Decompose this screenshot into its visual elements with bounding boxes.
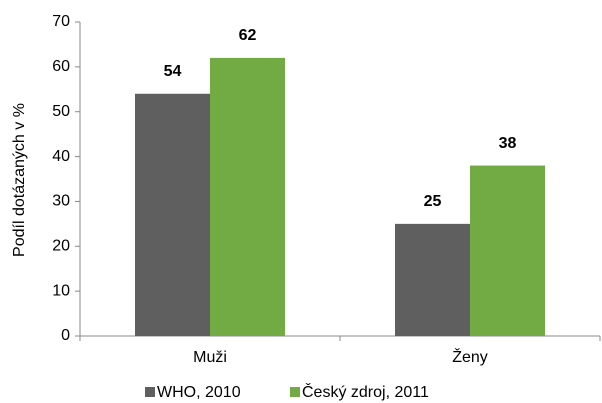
bar	[470, 165, 545, 336]
y-tick-label: 60	[52, 58, 70, 75]
y-tick-label: 40	[52, 148, 70, 165]
y-tick-label: 70	[52, 13, 70, 30]
y-tick-label: 10	[52, 282, 70, 299]
bar	[210, 57, 285, 337]
x-tick-label: Muži	[193, 349, 227, 366]
data-label: 62	[239, 27, 257, 44]
bar	[135, 93, 210, 337]
data-label: 25	[424, 193, 442, 210]
y-tick-label: 50	[52, 103, 70, 120]
legend-swatch	[145, 387, 155, 397]
data-label: 38	[499, 135, 517, 152]
y-tick-label: 20	[52, 238, 70, 255]
bar	[395, 223, 470, 336]
y-tick-label: 0	[61, 327, 70, 344]
x-tick-label: Ženy	[452, 347, 488, 366]
data-label: 54	[164, 63, 182, 80]
legend-label: WHO, 2010	[157, 384, 241, 401]
legend-swatch	[290, 387, 300, 397]
legend-label: Český zdroj, 2011	[302, 382, 429, 401]
y-axis-label: Podíl dotázaných v %	[11, 103, 28, 257]
y-tick-label: 30	[52, 193, 70, 210]
